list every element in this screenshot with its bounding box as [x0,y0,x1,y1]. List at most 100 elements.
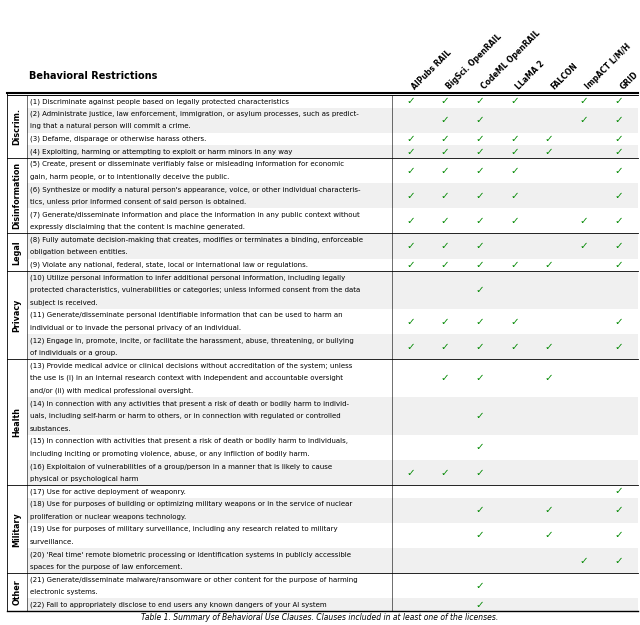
Bar [7,107,638,132]
Bar [7,573,27,611]
Text: ✓: ✓ [441,316,449,326]
Text: ✓: ✓ [406,166,415,176]
Text: ✓: ✓ [614,241,623,251]
Text: ✓: ✓ [406,96,415,106]
Text: ✓: ✓ [614,191,623,201]
Text: ✓: ✓ [545,260,554,270]
Text: ✓: ✓ [580,556,588,566]
Bar [7,598,638,611]
Bar [7,234,638,259]
Text: (6) Synthesize or modify a natural person's appearance, voice, or other individu: (6) Synthesize or modify a natural perso… [30,186,360,192]
Text: ✓: ✓ [545,147,554,157]
Text: ✓: ✓ [510,191,519,201]
Text: AIPubs RAIL: AIPubs RAIL [410,48,454,91]
Text: Table 1. Summary of Behavioral Use Clauses. Clauses included in at least one of : Table 1. Summary of Behavioral Use Claus… [141,613,499,622]
Text: (10) Utilize personal information to infer additional personal information, incl: (10) Utilize personal information to inf… [30,274,345,281]
Text: (13) Provide medical advice or clinical decisions without accreditation of the s: (13) Provide medical advice or clinical … [30,362,353,369]
Text: ✓: ✓ [476,468,484,478]
Text: ✓: ✓ [406,134,415,144]
Text: ✓: ✓ [476,342,484,352]
Text: tics, unless prior informed consent of said person is obtained.: tics, unless prior informed consent of s… [30,199,246,205]
Text: ✓: ✓ [476,260,484,270]
Bar [7,359,27,485]
Text: ✓: ✓ [441,468,449,478]
Text: ✓: ✓ [510,134,519,144]
Text: ✓: ✓ [476,373,484,383]
Text: ✓: ✓ [614,134,623,144]
Text: Discrim.: Discrim. [13,108,22,145]
Text: ✓: ✓ [614,531,623,541]
Text: ✓: ✓ [510,342,519,352]
Bar [7,485,27,573]
Text: Privacy: Privacy [13,299,22,332]
Text: ✓: ✓ [580,96,588,106]
Text: subject is received.: subject is received. [30,299,98,306]
Text: ✓: ✓ [441,342,449,352]
Text: ✓: ✓ [476,316,484,326]
Text: (15) In connection with activities that present a risk of death or bodily harm t: (15) In connection with activities that … [30,438,348,444]
Text: ImpACT L/M/H: ImpACT L/M/H [584,42,633,91]
Text: ✓: ✓ [510,96,519,106]
Text: ✓: ✓ [476,600,484,610]
Text: ✓: ✓ [476,411,484,421]
Text: ✓: ✓ [441,96,449,106]
Text: ✓: ✓ [406,147,415,157]
Text: (12) Engage in, promote, incite, or facilitate the harassment, abuse, threatenin: (12) Engage in, promote, incite, or faci… [30,337,354,344]
Text: (19) Use for purposes of military surveillance, including any research related t: (19) Use for purposes of military survei… [30,526,338,532]
Text: (16) Exploitaion of vulnerabilities of a group/person in a manner that is likely: (16) Exploitaion of vulnerabilities of a… [30,463,332,469]
Text: (11) Generate/disseminate personal identifiable information that can be used to : (11) Generate/disseminate personal ident… [30,312,342,319]
Text: and/or (ii) with medical professional oversight.: and/or (ii) with medical professional ov… [30,388,193,394]
Text: ✓: ✓ [406,241,415,251]
Text: electronic systems.: electronic systems. [30,589,98,595]
Text: ✓: ✓ [476,216,484,226]
Bar [7,95,27,158]
Text: proliferation or nuclear weapons technology.: proliferation or nuclear weapons technol… [30,514,186,519]
Text: (7) Generate/disseminate information and place the information in any public con: (7) Generate/disseminate information and… [30,211,360,217]
Text: (9) Violate any national, federal, state, local or international law or regulati: (9) Violate any national, federal, state… [30,262,308,268]
Text: ✓: ✓ [510,147,519,157]
Text: surveillance.: surveillance. [30,539,74,545]
Text: ✓: ✓ [614,115,623,125]
Text: ✓: ✓ [476,241,484,251]
Text: ✓: ✓ [476,191,484,201]
Text: ✓: ✓ [406,468,415,478]
Text: Legal: Legal [13,240,22,264]
Text: ✓: ✓ [614,147,623,157]
Text: ✓: ✓ [614,260,623,270]
Text: (21) Generate/disseminate malware/ransomware or other content for the purpose of: (21) Generate/disseminate malware/ransom… [30,576,358,582]
Bar [7,158,27,234]
Text: CodeML OpenRAIL: CodeML OpenRAIL [480,29,542,91]
Text: spaces for the purpose of law enforcement.: spaces for the purpose of law enforcemen… [30,564,182,570]
Text: (18) Use for purposes of building or optimizing military weapons or in the servi: (18) Use for purposes of building or opt… [30,501,352,508]
Text: Military: Military [13,512,22,547]
Text: ✓: ✓ [614,216,623,226]
Text: ✓: ✓ [580,216,588,226]
Text: of individuals or a group.: of individuals or a group. [30,350,117,356]
Text: ✓: ✓ [510,316,519,326]
Text: ✓: ✓ [476,506,484,516]
Bar [7,183,638,208]
Text: obligation between entities.: obligation between entities. [30,249,128,256]
Text: ✓: ✓ [441,134,449,144]
Text: ✓: ✓ [545,373,554,383]
Bar [7,460,638,485]
Text: Behavioral Restrictions: Behavioral Restrictions [29,71,157,81]
Text: ✓: ✓ [614,316,623,326]
Text: ✓: ✓ [510,166,519,176]
Text: ✓: ✓ [406,191,415,201]
Text: the use is (i) in an internal research context with independent and accountable : the use is (i) in an internal research c… [30,375,343,381]
Text: ✓: ✓ [406,316,415,326]
Text: ✓: ✓ [476,115,484,125]
Text: ✓: ✓ [441,260,449,270]
Text: ✓: ✓ [406,342,415,352]
Text: Health: Health [13,408,22,437]
Bar [7,397,638,435]
Bar [7,548,638,573]
Text: (22) Fail to appropriately disclose to end users any known dangers of your AI sy: (22) Fail to appropriately disclose to e… [30,601,326,608]
Text: ing that a natural person will commit a crime.: ing that a natural person will commit a … [30,124,191,129]
Text: ✓: ✓ [476,285,484,295]
Text: uals, including self-harm or harm to others, or in connection with regulated or : uals, including self-harm or harm to oth… [30,413,340,419]
Text: ✓: ✓ [441,147,449,157]
Text: ✓: ✓ [614,342,623,352]
Text: ✓: ✓ [406,260,415,270]
